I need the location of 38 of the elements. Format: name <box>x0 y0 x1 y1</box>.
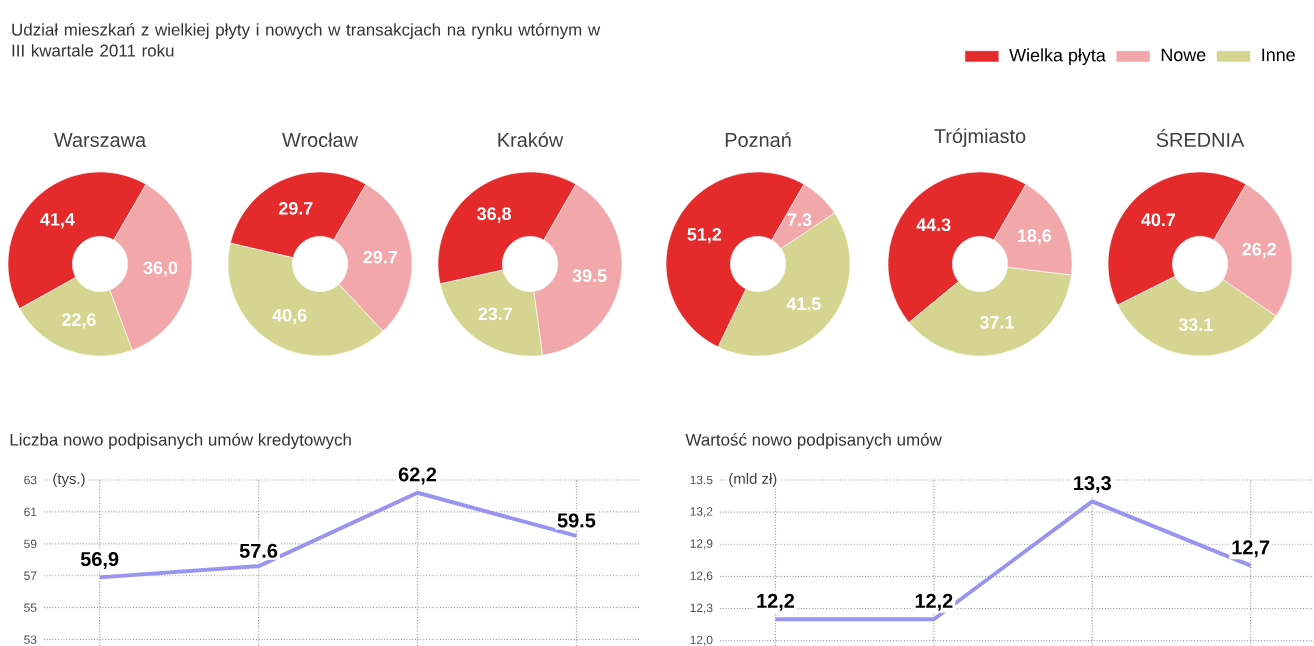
chart-title: ŚREDNIA <box>1156 128 1245 148</box>
legend-label: Inne <box>1262 48 1295 62</box>
legend-label: Wielka płyta <box>1009 48 1106 66</box>
data-label: 29.7 <box>279 201 313 215</box>
text: Udział mieszkań z wielkiej płyty i nowych w transakcjach na rynku wtórnym w III kwartale 2011 roku <box>12 23 601 57</box>
data-label: 26,2 <box>1242 242 1276 259</box>
chart-title: Poznań <box>725 132 791 148</box>
data-label: 41.5 <box>786 297 821 311</box>
data-label: 33.1 <box>1178 318 1213 331</box>
data-label: 13,3 <box>1074 476 1111 494</box>
data-label: 23.7 <box>478 307 512 321</box>
data-label: 22,6 <box>62 313 96 329</box>
data-label: 12,7 <box>1232 540 1270 558</box>
data-label: 40,6 <box>272 308 307 325</box>
data-label: 36,0 <box>143 261 178 277</box>
chart-title: Wrocław <box>282 132 359 148</box>
chart-title: Kraków <box>498 132 564 148</box>
data-label: 56,9 <box>80 552 119 570</box>
legend-label: Nowe <box>1161 48 1206 62</box>
text: Warszawa <box>53 133 147 148</box>
data-label: 37.1 <box>979 315 1014 329</box>
data-label: 62,2 <box>398 467 437 485</box>
data-label: 29.7 <box>363 250 397 264</box>
data-label: 36,8 <box>477 207 512 223</box>
data-label: 59.5 <box>557 513 596 528</box>
data-label: 12,2 <box>915 593 953 611</box>
data-label: 12,2 <box>757 593 795 611</box>
data-label: 44.3 <box>916 218 951 232</box>
data-label: 18,6 <box>1018 229 1052 245</box>
data-label: 41,4 <box>40 213 75 229</box>
data-label: 39.5 <box>572 269 607 283</box>
data-label: 51,2 <box>687 227 722 244</box>
data-label: 40.7 <box>1141 213 1176 227</box>
data-label: 57.6 <box>239 543 278 558</box>
chart-title: Trójmiasto <box>934 128 1026 148</box>
chart-title: Liczba nowo podpisanych umów kredytowych <box>10 433 351 450</box>
chart-title: Wartość nowo podpisanych umów <box>685 433 942 450</box>
data-label: 7.3 <box>787 213 812 227</box>
